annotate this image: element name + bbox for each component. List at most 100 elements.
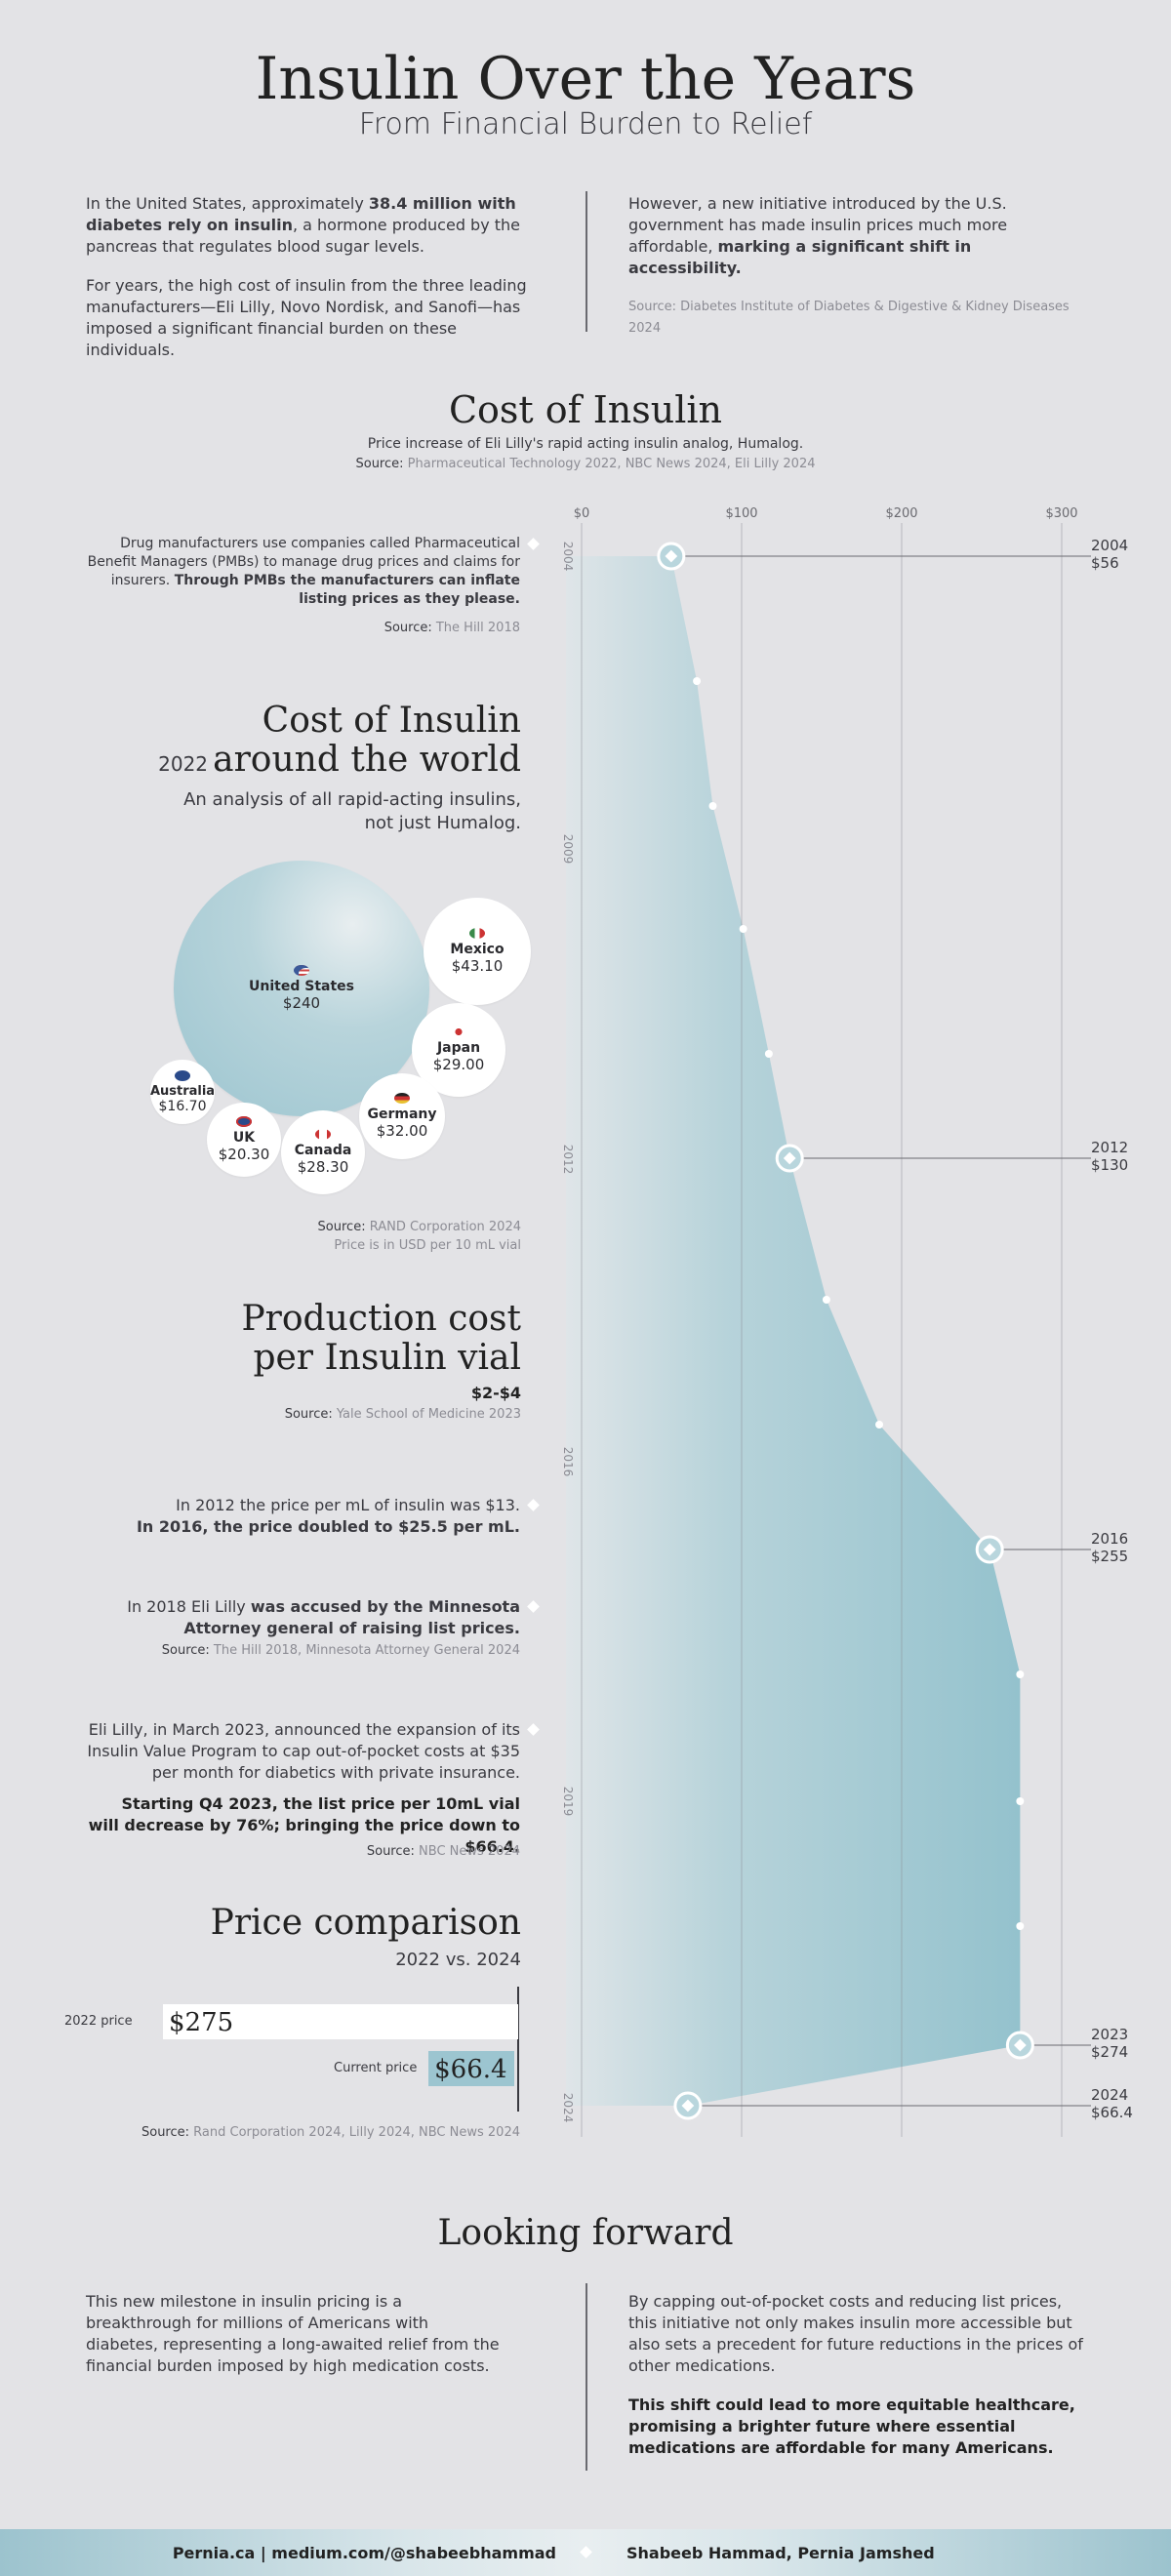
bar-2022: $275	[163, 2004, 518, 2039]
comparison-axis	[517, 1987, 519, 2112]
data-point	[708, 802, 717, 810]
footer-separator-icon	[580, 2546, 592, 2558]
intro-left-p1: In the United States, approximately 38.4…	[86, 193, 535, 258]
country-name: Japan	[436, 1040, 481, 1056]
data-point	[764, 1050, 773, 1058]
source-text: RAND Corporation 2024	[369, 1220, 521, 1234]
intro-source: Source: Diabetes Institute of Diabetes &…	[628, 297, 1087, 340]
source-text: NBC News 2024	[419, 1844, 520, 1859]
intro-divider	[586, 191, 587, 332]
data-point	[693, 677, 702, 685]
note-text: In 2018 Eli Lilly	[127, 1597, 251, 1616]
cost-subtitle: Price increase of Eli Lilly's rapid acti…	[367, 436, 804, 452]
country-name: Australia	[149, 1083, 216, 1099]
note-2023-source: Source: NBC News 2024	[86, 1844, 520, 1859]
intro-text: In the United States, approximately	[86, 194, 369, 213]
bubble-australia: Australia $16.70	[150, 1060, 215, 1124]
forward-right-p2: This shift could lead to more equitable …	[628, 2395, 1075, 2457]
comparison-title: Price comparison	[210, 1903, 521, 1943]
pbm-note: Drug manufacturers use companies called …	[86, 535, 520, 609]
data-point	[1016, 1922, 1025, 1930]
intro-left: In the United States, approximately 38.4…	[86, 193, 535, 361]
production-source: Source: Yale School of Medicine 2023	[86, 1407, 521, 1422]
note-text: In 2012 the price per mL of insulin was …	[176, 1496, 520, 1514]
country-price: $32.00	[376, 1122, 428, 1140]
forward-right: By capping out-of-pocket costs and reduc…	[628, 2291, 1087, 2459]
intro-left-p2: For years, the high cost of insulin from…	[86, 276, 527, 359]
forward-title: Looking forward	[437, 2213, 734, 2253]
uk-flag-icon	[236, 1116, 252, 1127]
data-point	[739, 925, 747, 933]
y-tick-label: 2004	[561, 542, 575, 572]
note-2012: In 2012 the price per mL of insulin was …	[86, 1495, 520, 1538]
source-label: Source:	[384, 621, 432, 635]
y-tick-label: 2012	[561, 1145, 575, 1175]
footer: Pernia.ca | medium.com/@shabeebhammad Sh…	[0, 2529, 1171, 2576]
value-current: $66.4	[434, 2055, 507, 2084]
world-subtitle: An analysis of all rapid-acting insulins…	[86, 788, 521, 835]
bubble-mexico: Mexico $43.10	[424, 898, 531, 1005]
page-title: Insulin Over the Years	[255, 45, 916, 113]
japan-flag-icon	[451, 1026, 466, 1037]
mexico-flag-icon	[469, 928, 485, 939]
y-tick-label: 2016	[561, 1447, 575, 1477]
data-point	[1016, 1797, 1025, 1805]
world-title-line1: Cost of Insulin	[262, 701, 521, 741]
bubble-germany: Germany $32.00	[359, 1073, 445, 1159]
bubble-uk: UK $20.30	[207, 1103, 281, 1177]
australia-flag-icon	[175, 1069, 190, 1081]
source-text: Yale School of Medicine 2023	[336, 1407, 521, 1422]
intro-highlight: marking a significant shift in accessibi…	[628, 237, 972, 277]
point-price-label: $130	[1091, 1156, 1128, 1174]
country-name: UK	[232, 1130, 256, 1146]
point-year-label: 2004	[1091, 537, 1128, 554]
pbm-source: Source: The Hill 2018	[86, 621, 520, 635]
x-tick-label: $0	[574, 506, 590, 521]
us-flag-icon	[294, 965, 309, 976]
point-price-label: $274	[1091, 2043, 1128, 2061]
price-area	[566, 556, 1021, 2106]
source-text: Rand Corporation 2024, Lilly 2024, NBC N…	[193, 2125, 520, 2140]
note-2018: In 2018 Eli Lilly was accused by the Min…	[86, 1596, 520, 1639]
point-price-label: $66.4	[1091, 2104, 1133, 2121]
country-price: $43.10	[451, 957, 504, 975]
point-year-label: 2012	[1091, 1139, 1128, 1156]
x-tick-label: $100	[725, 506, 757, 521]
cost-title: Cost of Insulin	[448, 388, 723, 431]
footer-links[interactable]: Pernia.ca | medium.com/@shabeebhammad	[172, 2544, 556, 2562]
source-text: Diabetes Institute of Diabetes & Digesti…	[628, 300, 1070, 336]
country-price: $240	[282, 994, 321, 1012]
country-price: $29.00	[432, 1056, 485, 1073]
x-tick-label: $200	[885, 506, 917, 521]
bubble-canada: Canada $28.30	[281, 1110, 365, 1194]
point-price-label: $255	[1091, 1548, 1128, 1565]
cost-chart: $0 $100 $200 $300 2004 2009 2012 2016 2019 2024 20…	[561, 506, 1133, 2137]
source-text: The Hill 2018	[435, 621, 520, 635]
production-title: Production cost per Insulin vial	[86, 1300, 521, 1378]
data-point-icon	[1013, 2038, 1027, 2052]
source-label: Source:	[141, 2125, 190, 2140]
intro-right: However, a new initiative introduced by …	[628, 193, 1087, 340]
world-source: Source: RAND Corporation 2024	[86, 1220, 521, 1234]
point-year-label: 2016	[1091, 1530, 1128, 1548]
y-tick-label: 2019	[561, 1787, 575, 1817]
forward-right-p1: By capping out-of-pocket costs and reduc…	[628, 2292, 1083, 2375]
forward-left: This new milestone in insulin pricing is…	[86, 2292, 500, 2375]
production-value: $2-$4	[470, 1384, 521, 1402]
point-price-label: $56	[1091, 554, 1119, 572]
note-highlight: was accused by the Minnesota Attorney ge…	[183, 1597, 520, 1637]
page-subtitle: From Financial Burden to Relief	[358, 107, 813, 141]
note-2023-highlight: Starting Q4 2023, the list price per 10m…	[88, 1794, 520, 1856]
country-price: $20.30	[218, 1146, 270, 1163]
source-label: Source:	[355, 457, 404, 471]
source-text: The Hill 2018, Minnesota Attorney Genera…	[213, 1643, 520, 1658]
world-subtitle-line: An analysis of all rapid-acting insulins…	[183, 789, 521, 810]
world-title-text: around the world	[213, 740, 521, 780]
note-highlight: In 2016, the price doubled to $25.5 per …	[136, 1517, 520, 1536]
world-year: 2022	[158, 752, 209, 776]
label-2022: 2022 price	[64, 2014, 133, 2029]
note-2018-source: Source: The Hill 2018, Minnesota Attorne…	[86, 1643, 520, 1658]
note-text: Drug manufacturers use companies called …	[87, 536, 520, 588]
y-tick-label: 2009	[561, 834, 575, 865]
production-title-line: per Insulin vial	[253, 1338, 521, 1378]
